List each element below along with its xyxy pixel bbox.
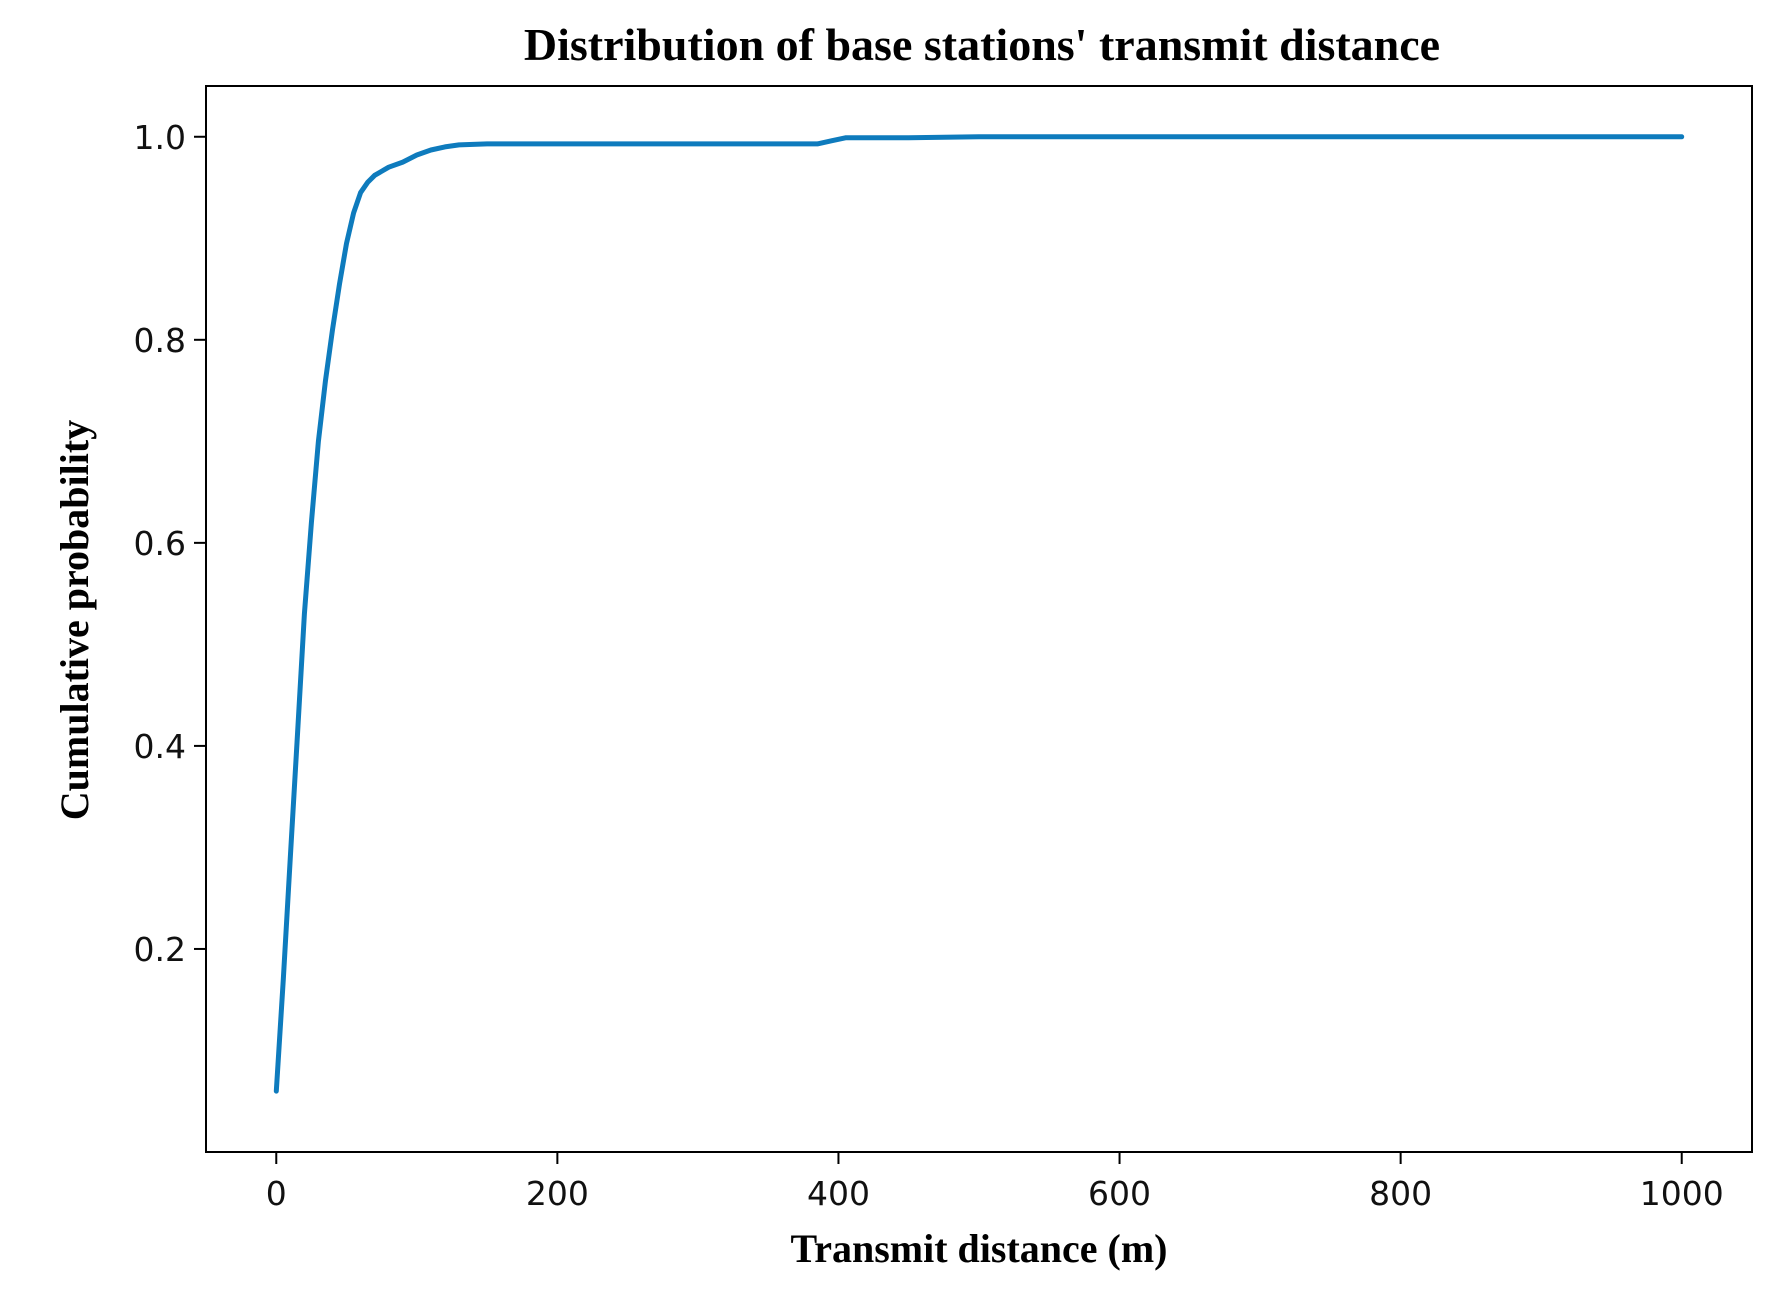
y-tick-label: 0.2	[134, 930, 186, 969]
x-tick-label: 0	[266, 1174, 287, 1213]
chart-title: Distribution of base stations' transmit …	[524, 19, 1440, 70]
series-layer	[273, 134, 1685, 1094]
y-tick-label: 1.0	[134, 118, 186, 157]
x-tick-label: 200	[526, 1174, 589, 1213]
cdf-series-line	[273, 134, 1685, 1094]
y-tick-label: 0.4	[134, 727, 186, 766]
y-tick-label: 0.8	[134, 321, 186, 360]
x-tick-label: 1000	[1640, 1174, 1724, 1213]
x-axis: 0 200 400 600 800 1000	[266, 1152, 1724, 1213]
x-tick-label: 800	[1369, 1174, 1432, 1213]
x-tick-label: 600	[1088, 1174, 1151, 1213]
plot-frame	[205, 85, 1753, 1153]
x-tick-label: 400	[807, 1174, 870, 1213]
y-tick-label: 0.6	[134, 524, 186, 563]
y-axis: 0.2 0.4 0.6 0.8 1.0	[134, 118, 206, 969]
y-axis-label: Cumulative probability	[52, 420, 97, 820]
x-axis-label: Transmit distance (m)	[791, 1226, 1168, 1271]
